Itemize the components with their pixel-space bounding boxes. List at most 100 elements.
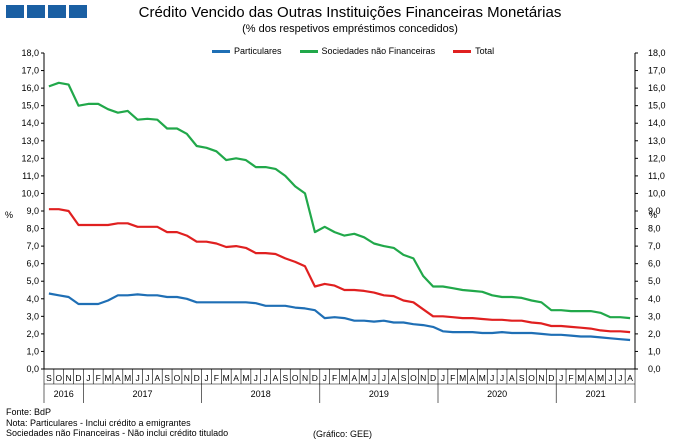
x-tick-label-month: A xyxy=(154,373,160,383)
x-tick-label-month: J xyxy=(608,373,612,383)
y-tick-label-right: 12,0 xyxy=(648,153,666,163)
y-tick-label-left: 8,0 xyxy=(26,224,39,234)
y-tick-label-left: 14,0 xyxy=(21,118,39,128)
legend-item-sociedades: Sociedades não Financeiras xyxy=(299,46,436,56)
x-tick-label-year: 2020 xyxy=(487,389,507,399)
y-tick-label-left: 9,0 xyxy=(26,206,39,216)
x-tick-label-month: J xyxy=(86,373,90,383)
series-line-particulares xyxy=(48,292,631,342)
y-tick-label-left: 17,0 xyxy=(21,66,39,76)
x-tick-label-month: A xyxy=(115,373,121,383)
x-tick-label-month: M xyxy=(223,373,230,383)
legend-swatch-total xyxy=(453,49,472,53)
y-tick-label-left: 12,0 xyxy=(21,153,39,163)
x-tick-label-month: N xyxy=(184,373,190,383)
x-tick-label-month: J xyxy=(490,373,494,383)
x-tick-label-month: M xyxy=(577,373,584,383)
y-tick-label-right: 13,0 xyxy=(648,136,666,146)
logo-square-1 xyxy=(6,5,24,18)
x-tick-label-month: J xyxy=(441,373,445,383)
y-tick-label-right: 16,0 xyxy=(648,83,666,93)
y-tick-label-left: 4,0 xyxy=(26,294,39,304)
x-tick-label-month: N xyxy=(66,373,72,383)
x-tick-label-month: M xyxy=(104,373,111,383)
x-tick-label-month: M xyxy=(479,373,486,383)
x-tick-label-month: O xyxy=(528,373,535,383)
x-tick-label-month: S xyxy=(401,373,407,383)
x-tick-label-year: 2017 xyxy=(132,389,152,399)
y-tick-label-left: 11,0 xyxy=(22,171,39,181)
x-tick-label-month: S xyxy=(282,373,288,383)
x-tick-label-month: M xyxy=(124,373,131,383)
x-tick-label-month: J xyxy=(204,373,208,383)
legend-item-particulares: Particulares xyxy=(212,46,282,56)
legend-swatch-particulares xyxy=(212,49,230,53)
x-tick-label-month: A xyxy=(233,373,239,383)
footer-note-2: Sociedades não Financeiras - Não inclui … xyxy=(6,428,229,438)
y-tick-label-left: 1,0 xyxy=(26,346,39,356)
y-tick-label-left: 18,0 xyxy=(21,48,39,58)
series-line-sociedades-nao-financeiras xyxy=(48,81,631,320)
x-tick-label-month: J xyxy=(382,373,386,383)
legend: Particulares Sociedades não Financeiras … xyxy=(212,46,494,56)
logo-square-3 xyxy=(48,5,66,18)
x-tick-label-month: J xyxy=(264,373,268,383)
x-tick-label-month: D xyxy=(75,373,81,383)
x-tick-label-month: D xyxy=(194,373,200,383)
y-tick-label-right: 0,0 xyxy=(648,364,661,374)
x-tick-label-month: A xyxy=(273,373,279,383)
chart-subtitle: (% dos respetivos empréstimos concedidos… xyxy=(242,23,458,35)
footer-source: Fonte: BdP xyxy=(6,407,52,417)
y-tick-label-right: 10,0 xyxy=(648,188,666,198)
legend-item-total: Total xyxy=(453,46,494,56)
legend-label-particulares: Particulares xyxy=(234,46,282,56)
x-tick-label-month: M xyxy=(242,373,249,383)
x-tick-label-month: F xyxy=(96,373,101,383)
y-tick-label-left: 6,0 xyxy=(26,259,39,269)
x-tick-label-month: J xyxy=(135,373,139,383)
y-axis-label-right: % xyxy=(649,210,658,220)
x-tick-label-month: O xyxy=(410,373,417,383)
y-tick-label-right: 3,0 xyxy=(648,311,661,321)
y-axis-label-left: % xyxy=(5,210,14,220)
x-tick-label-month: A xyxy=(391,373,397,383)
x-tick-label-month: A xyxy=(588,373,594,383)
x-tick-label-year: 2019 xyxy=(369,389,389,399)
x-tick-label-month: F xyxy=(568,373,573,383)
y-tick-label-right: 18,0 xyxy=(648,48,666,58)
y-tick-label-left: 10,0 xyxy=(21,188,39,198)
legend-label-sociedades: Sociedades não Financeiras xyxy=(321,46,436,56)
y-tick-label-right: 7,0 xyxy=(648,241,661,251)
y-tick-label-left: 13,0 xyxy=(21,136,39,146)
legend-swatch-sociedades xyxy=(299,49,318,53)
y-tick-label-right: 4,0 xyxy=(648,294,661,304)
chart-title: Crédito Vencido das Outras Instituições … xyxy=(138,4,562,21)
x-tick-label-month: A xyxy=(627,373,633,383)
series-line-total xyxy=(48,208,631,334)
y-tick-label-left: 3,0 xyxy=(26,311,39,321)
y-tick-label-left: 0,0 xyxy=(26,364,39,374)
x-tick-label-month: D xyxy=(430,373,436,383)
y-tick-label-left: 15,0 xyxy=(21,101,39,111)
footer-notes: Fonte: BdP Nota: Particulares - Inclui c… xyxy=(6,407,228,439)
x-tick-label-month: F xyxy=(214,373,219,383)
x-tick-label-month: D xyxy=(312,373,318,383)
x-tick-label-month: N xyxy=(420,373,426,383)
x-tick-label-month: N xyxy=(538,373,544,383)
footer-note-1: Nota: Particulares - Inclui crédito a em… xyxy=(6,417,191,428)
x-tick-label-month: M xyxy=(361,373,368,383)
legend-label-total: Total xyxy=(475,46,495,56)
y-tick-label-right: 15,0 xyxy=(648,101,666,111)
logo-square-2 xyxy=(27,5,45,18)
y-tick-label-left: 2,0 xyxy=(26,329,39,339)
y-tick-label-left: 5,0 xyxy=(26,276,39,286)
x-tick-label-month: O xyxy=(292,373,299,383)
bdp-logo xyxy=(6,5,87,18)
y-tick-label-right: 11,0 xyxy=(648,171,665,181)
y-tick-label-right: 8,0 xyxy=(648,224,661,234)
x-tick-label-month: J xyxy=(559,373,563,383)
y-tick-label-left: 7,0 xyxy=(26,241,39,251)
y-tick-label-right: 1,0 xyxy=(648,346,661,356)
x-tick-label-year: 2021 xyxy=(586,389,606,399)
